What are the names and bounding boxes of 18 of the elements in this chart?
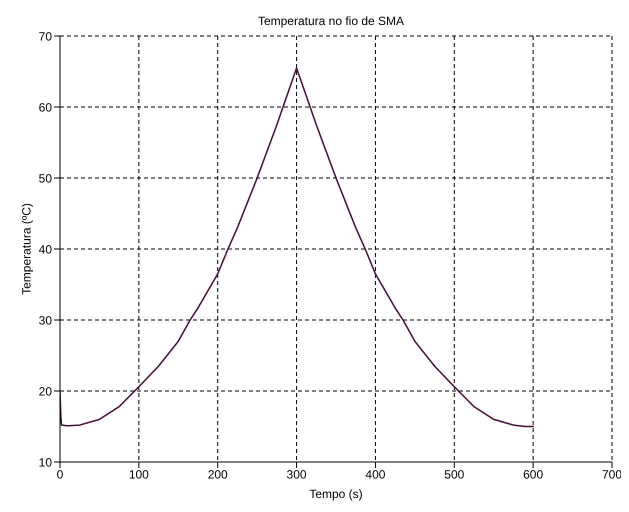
x-tick-label: 0 (56, 468, 64, 482)
x-axis-title: Tempo (s) (309, 487, 363, 501)
x-tick-label: 400 (365, 468, 386, 482)
y-tick-label: 50 (38, 171, 52, 186)
y-tick-label: 10 (38, 455, 52, 470)
x-tick-label: 100 (128, 468, 150, 482)
line-series (60, 67, 534, 428)
y-tick-label: 20 (38, 384, 52, 398)
x-tick-label: 300 (286, 468, 307, 482)
y-tick-label: 70 (38, 29, 52, 44)
chart-title: Temperatura no fio de SMA (256, 14, 406, 28)
y-axis-title: Temperatura (ºC) (19, 203, 34, 295)
y-tick-label: 60 (38, 100, 52, 114)
y-tick-label: 40 (38, 242, 52, 256)
y-tick-label: 30 (38, 313, 52, 328)
x-tick-label: 600 (523, 468, 544, 482)
x-tick-label: 500 (444, 468, 465, 482)
x-tick-label: 200 (208, 468, 228, 482)
